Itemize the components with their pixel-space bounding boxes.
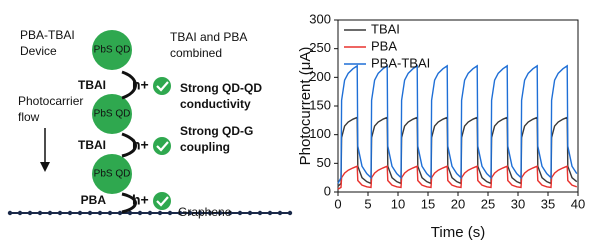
y-tick-label: 100 xyxy=(309,126,331,141)
check xyxy=(153,137,171,155)
ligand-bond xyxy=(121,70,137,100)
graphene-dot xyxy=(107,210,113,216)
y-tick-label: 300 xyxy=(309,11,331,26)
x-tick-label: 40 xyxy=(571,196,585,211)
graphene-dot xyxy=(277,210,283,216)
y-tick-label: 200 xyxy=(309,69,331,84)
device-label: Device xyxy=(20,44,57,58)
chart: Photocurrent (μA) Time (s) 0501001502002… xyxy=(297,11,585,241)
graphene-dot xyxy=(257,210,263,216)
qd-label: PbS QD xyxy=(94,169,131,180)
graphene-dot xyxy=(117,210,123,216)
graphene-dot xyxy=(157,210,163,216)
y-tick-label: 150 xyxy=(309,97,331,112)
x-tick-label: 15 xyxy=(421,196,435,211)
y-tick-label: 0 xyxy=(324,183,331,198)
series-line xyxy=(337,116,578,187)
combined-label: TBAI and PBA xyxy=(170,30,247,44)
flow-label: flow xyxy=(18,110,40,124)
x-tick-label: 20 xyxy=(451,196,465,211)
graphene-dot xyxy=(167,210,173,216)
qd xyxy=(92,30,132,70)
qd-label: PbS QD xyxy=(94,109,131,120)
y-tick-label: 250 xyxy=(309,40,331,55)
series-line xyxy=(337,64,578,184)
ligand-bond xyxy=(121,192,137,214)
qd xyxy=(92,94,132,134)
device-label: PBA-TBAI xyxy=(20,28,75,42)
ligand-bond xyxy=(121,132,137,158)
graphene-dot xyxy=(227,210,233,216)
series-line xyxy=(337,165,578,190)
graphene-dot xyxy=(87,210,93,216)
ligand-label: TBAI xyxy=(78,78,106,92)
graphene-dot xyxy=(207,210,213,216)
benefit-label: coupling xyxy=(180,140,230,154)
x-tick-label: 30 xyxy=(511,196,525,211)
legend-label: PBA xyxy=(371,38,397,53)
diagram: PBA-TBAI Device Photocarrier flow TBAI a… xyxy=(7,28,293,219)
graphene-dot xyxy=(77,210,83,216)
graphene-dots xyxy=(7,210,293,216)
benefit-label: Strong QD-G xyxy=(180,124,253,138)
ligand-label: PBA xyxy=(81,193,107,207)
combined-label: combined xyxy=(170,46,222,60)
graphene-dot xyxy=(247,210,253,216)
graphene-label: Graphene xyxy=(178,205,232,219)
graphene-dot xyxy=(127,210,133,216)
graphene-dot xyxy=(147,210,153,216)
x-tick-label: 5 xyxy=(364,196,371,211)
y-tick-label: 50 xyxy=(317,155,331,170)
benefit-label: conductivity xyxy=(180,97,251,111)
graphene-dot xyxy=(237,210,243,216)
x-tick-label: 10 xyxy=(391,196,405,211)
legend-label: PBA-TBAI xyxy=(371,55,430,70)
ligand-label: TBAI xyxy=(78,138,106,152)
check xyxy=(153,192,171,210)
graphene-dot xyxy=(97,210,103,216)
benefit-label: Strong QD-QD xyxy=(180,81,262,95)
qd xyxy=(92,154,132,194)
carrier-label: h+ xyxy=(132,77,149,93)
graphene-dot xyxy=(137,210,143,216)
graphene-dot xyxy=(177,210,183,216)
x-tick-label: 35 xyxy=(541,196,555,211)
flow-label: Photocarrier xyxy=(18,94,83,108)
x-axis-label: Time (s) xyxy=(431,224,485,241)
flow-arrowhead xyxy=(40,162,50,172)
graphene-dot xyxy=(47,210,53,216)
x-tick-label: 0 xyxy=(334,196,341,211)
qd-label: PbS QD xyxy=(94,45,131,56)
graphene-dot xyxy=(287,210,293,216)
graphene-dot xyxy=(37,210,43,216)
y-axis-label: Photocurrent (μA) xyxy=(297,47,314,166)
carrier-label: h+ xyxy=(132,192,149,208)
x-tick-label: 25 xyxy=(481,196,495,211)
graphene-dot xyxy=(57,210,63,216)
graphene-dot xyxy=(27,210,33,216)
legend-label: TBAI xyxy=(371,21,400,36)
graphene-dot xyxy=(7,210,13,216)
graphene-dot xyxy=(67,210,73,216)
graphene-dot xyxy=(217,210,223,216)
graphene-dot xyxy=(187,210,193,216)
graphene-dot xyxy=(267,210,273,216)
graphene-dot xyxy=(197,210,203,216)
carrier-label: h+ xyxy=(132,137,149,153)
graphene-dot xyxy=(17,210,23,216)
check xyxy=(153,77,171,95)
